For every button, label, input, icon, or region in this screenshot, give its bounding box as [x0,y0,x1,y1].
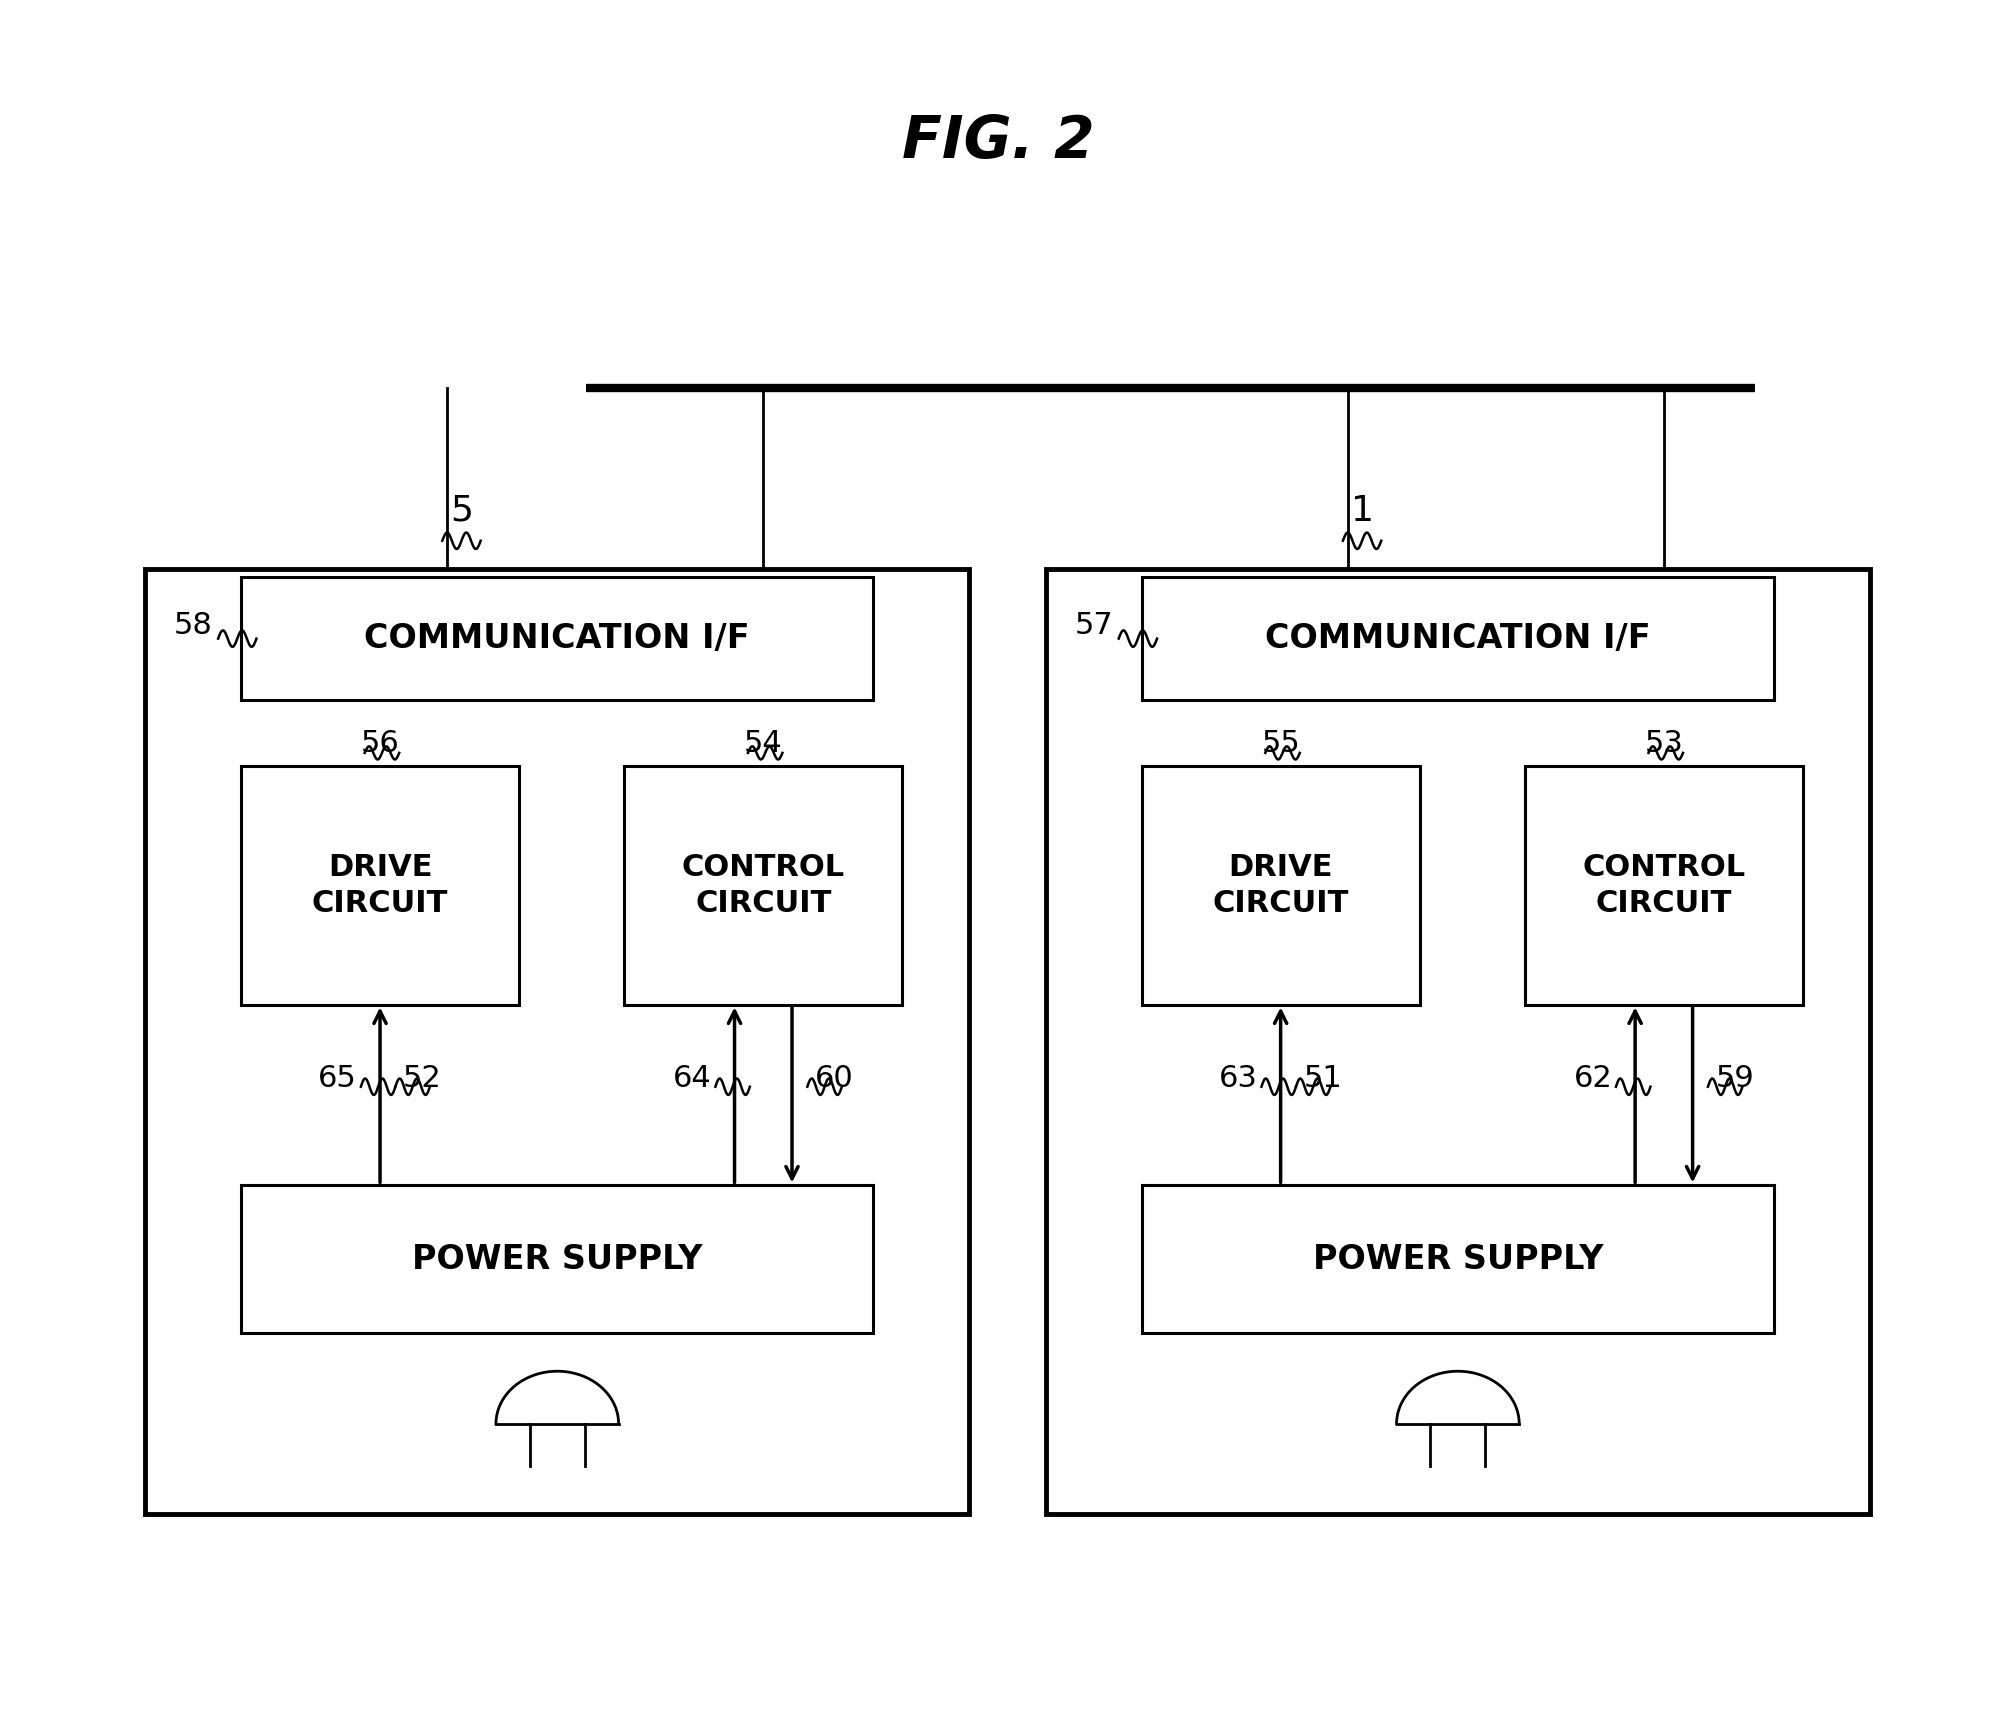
Bar [1525,766,1802,1004]
Bar [242,577,874,701]
Text: 65: 65 [317,1064,357,1093]
Text: POWER SUPPLY: POWER SUPPLY [1313,1244,1603,1276]
Bar [242,766,519,1004]
Text: COMMUNICATION I/F: COMMUNICATION I/F [1265,622,1651,654]
Text: CONTROL
CIRCUIT: CONTROL CIRCUIT [683,853,844,918]
Bar [625,766,902,1004]
Bar [1046,569,1870,1514]
Text: 56: 56 [361,728,399,757]
Text: 5: 5 [449,493,473,528]
Text: 53: 53 [1645,728,1683,757]
Bar [1142,1185,1774,1333]
Bar [146,569,970,1514]
Text: 59: 59 [1717,1064,1754,1093]
Text: 51: 51 [1303,1064,1343,1093]
Bar [242,1185,874,1333]
Text: FIG. 2: FIG. 2 [902,113,1094,170]
Text: 64: 64 [673,1064,711,1093]
Text: 60: 60 [814,1064,854,1093]
Bar [1142,766,1419,1004]
Text: POWER SUPPLY: POWER SUPPLY [411,1244,703,1276]
Text: DRIVE
CIRCUIT: DRIVE CIRCUIT [1212,853,1349,918]
Text: 63: 63 [1220,1064,1257,1093]
Text: 54: 54 [745,728,782,757]
Text: 52: 52 [403,1064,441,1093]
Text: DRIVE
CIRCUIT: DRIVE CIRCUIT [311,853,449,918]
Text: 58: 58 [174,612,212,641]
Bar [1142,577,1774,701]
Text: 55: 55 [1261,728,1299,757]
Text: 1: 1 [1351,493,1373,528]
Text: 57: 57 [1074,612,1114,641]
Text: CONTROL
CIRCUIT: CONTROL CIRCUIT [1583,853,1745,918]
Text: 62: 62 [1573,1064,1613,1093]
Text: COMMUNICATION I/F: COMMUNICATION I/F [365,622,750,654]
